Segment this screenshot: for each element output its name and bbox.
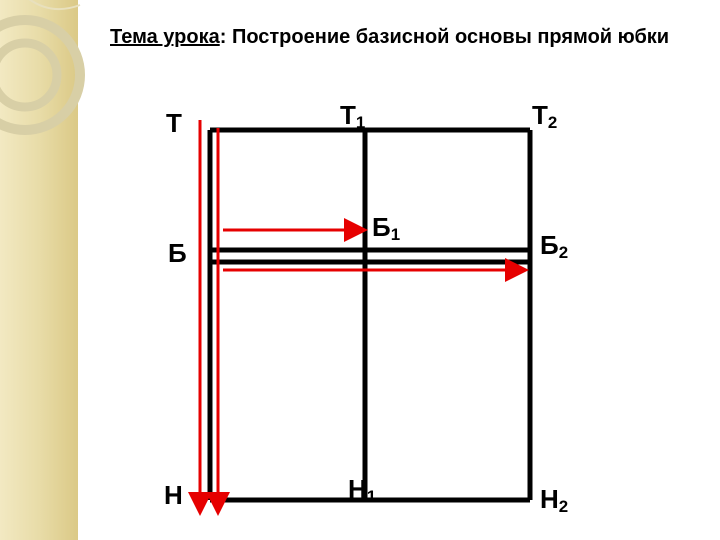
lesson-heading: Тема урока: Построение базисной основы п…: [110, 24, 670, 50]
diagram-svg: [110, 100, 590, 520]
heading-title: Построение базисной основы прямой юбки: [232, 26, 669, 48]
heading-separator: :: [220, 26, 232, 48]
point-label-B1: Б1: [372, 212, 400, 243]
point-label-B2: Б2: [540, 230, 568, 261]
point-label-H2: Н2: [540, 484, 568, 515]
point-label-H1: Н1: [348, 474, 376, 505]
skirt-diagram: Т Т1 Т2 Б Б1 Б2 Н Н1 Н2: [110, 100, 590, 520]
point-label-B: Б: [168, 238, 187, 269]
heading-label: Тема урока: [110, 26, 220, 48]
decorative-sidebar: [0, 0, 78, 540]
point-label-T2: Т2: [532, 100, 557, 131]
point-label-H: Н: [164, 480, 183, 511]
point-label-T: Т: [166, 108, 182, 139]
point-label-T1: Т1: [340, 100, 365, 131]
